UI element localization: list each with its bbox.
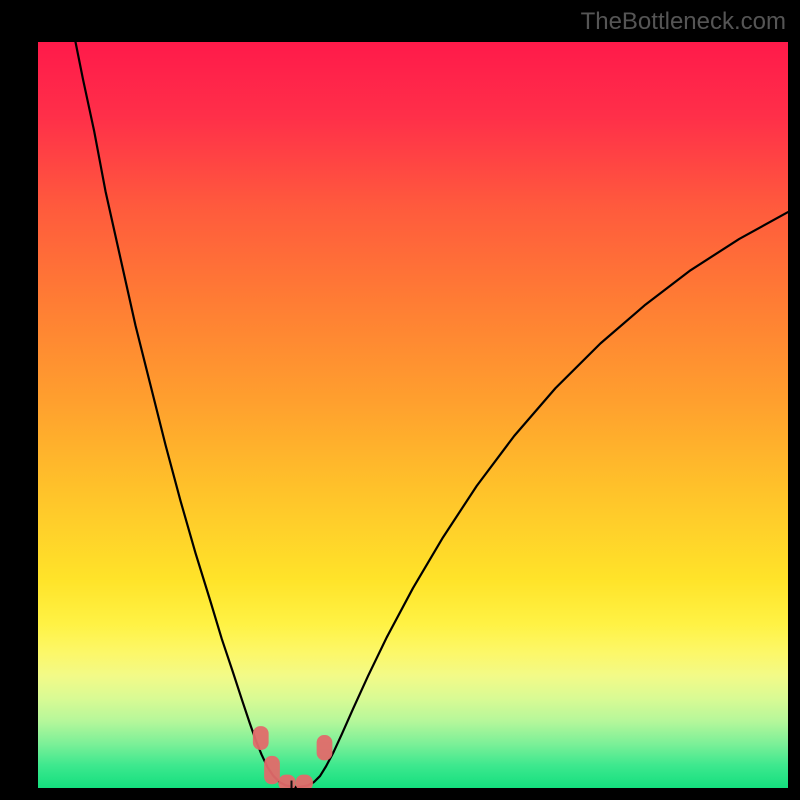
chart-overlay: [38, 42, 788, 788]
valley-marker: [253, 726, 269, 750]
bottleneck-curve: [76, 42, 789, 787]
frame-right: [788, 0, 800, 800]
valley-marker: [264, 756, 280, 784]
frame-left: [0, 0, 38, 800]
canvas-root: TheBottleneck.com: [0, 0, 800, 800]
frame-bottom: [0, 788, 800, 800]
valley-marker: [317, 735, 333, 760]
watermark-label: TheBottleneck.com: [581, 8, 786, 36]
plot-area: [38, 42, 788, 788]
